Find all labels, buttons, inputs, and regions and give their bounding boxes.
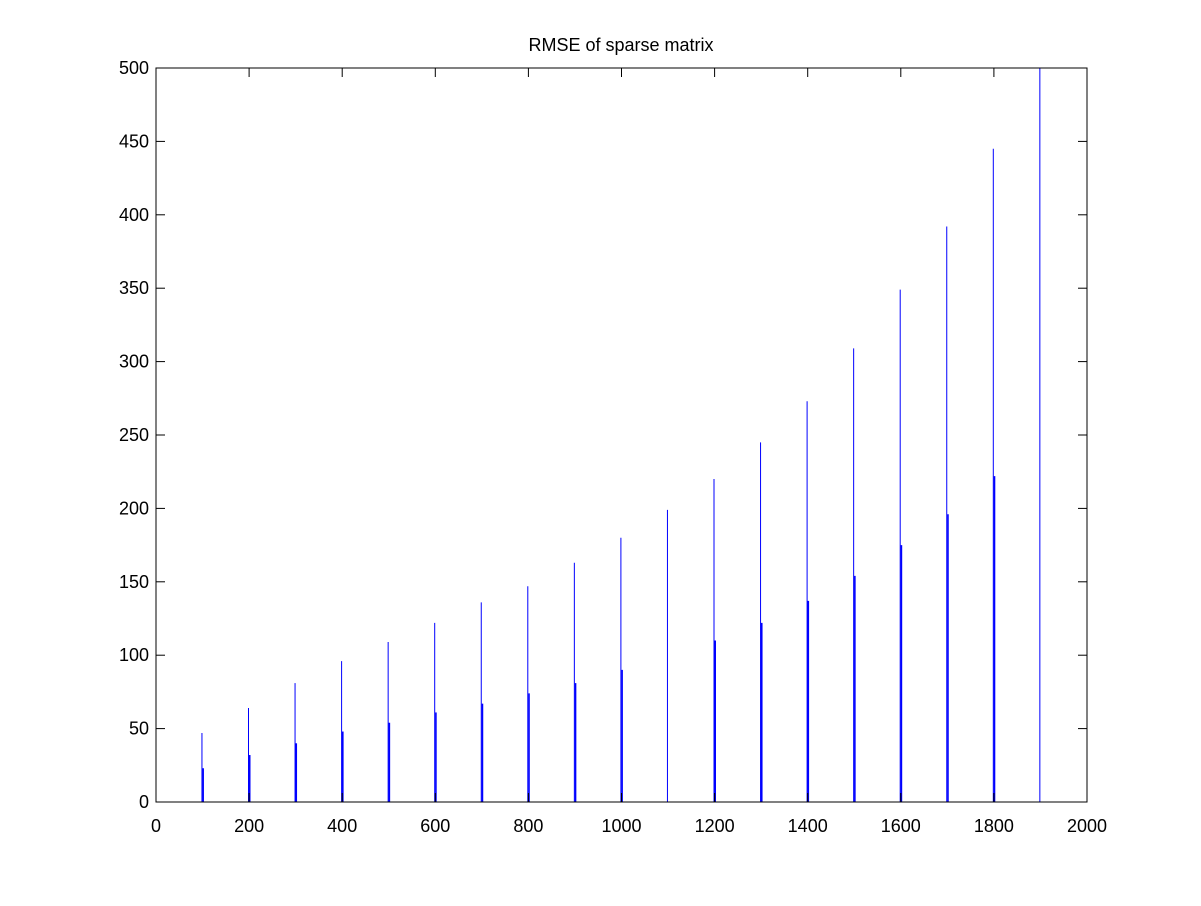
x-tick-label: 200	[234, 816, 264, 836]
y-tick-label: 150	[119, 572, 149, 592]
x-tick-label: 1600	[881, 816, 921, 836]
y-tick-label: 250	[119, 425, 149, 445]
y-tick-label: 350	[119, 278, 149, 298]
y-tick-label: 400	[119, 205, 149, 225]
x-tick-label: 1200	[695, 816, 735, 836]
x-tick-label: 2000	[1067, 816, 1107, 836]
y-tick-label: 300	[119, 352, 149, 372]
y-tick-label: 50	[129, 719, 149, 739]
x-tick-label: 0	[151, 816, 161, 836]
plot-frame	[155, 67, 1088, 803]
x-tick-label: 1800	[974, 816, 1014, 836]
bars-layer	[201, 68, 1041, 802]
y-tick-label: 0	[139, 792, 149, 812]
y-tick-label: 200	[119, 498, 149, 518]
x-tick-label: 1000	[601, 816, 641, 836]
x-tick-label: 800	[513, 816, 543, 836]
x-tick-labels: 0 200 400 600 800 1000 1200 1400 1600 1800 2000	[151, 816, 1107, 836]
x-tick-label: 400	[327, 816, 357, 836]
x-tick-label: 1400	[788, 816, 828, 836]
x-tick-label: 600	[420, 816, 450, 836]
y-tick-labels: 0 50 100 150 200 250 300 350 400 450 500	[119, 58, 149, 812]
chart-title: RMSE of sparse matrix	[528, 35, 713, 55]
y-tick-label: 450	[119, 131, 149, 151]
y-tick-label: 500	[119, 58, 149, 78]
y-tick-label: 100	[119, 645, 149, 665]
